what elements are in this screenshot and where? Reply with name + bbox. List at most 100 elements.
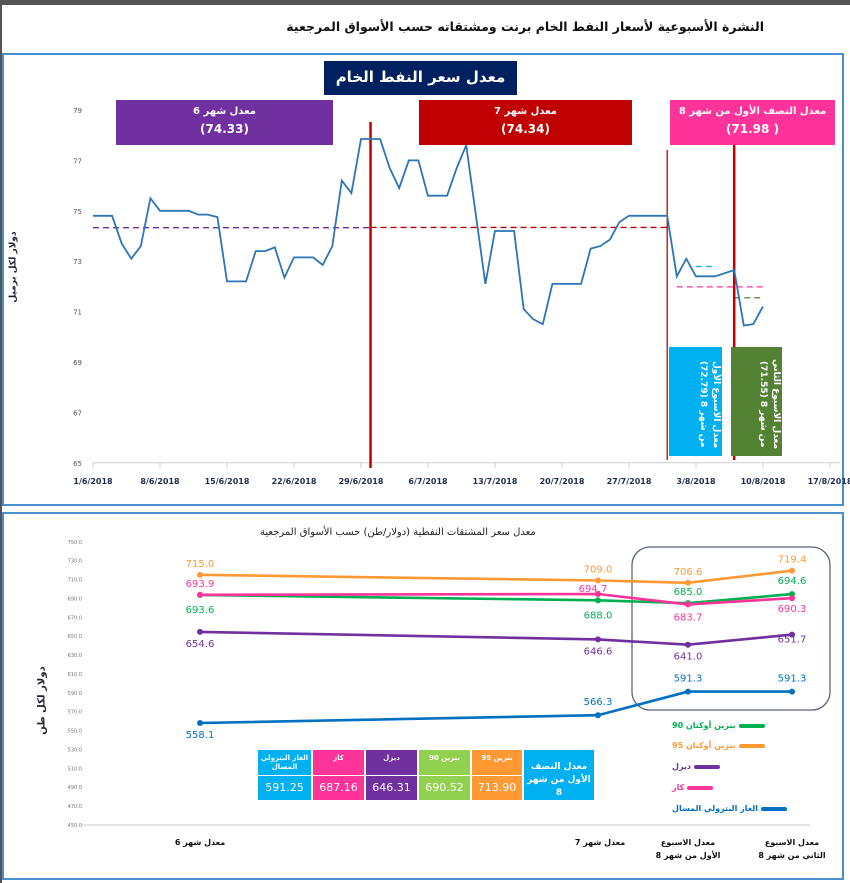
data-label-octane90: 693.6 [186,605,215,616]
data-point-kerosene [595,591,601,598]
data-label-lpg: 558.1 [186,730,215,741]
legend-label: بنزين أوكتان 90 [672,721,736,730]
y-tick-label: 510.0 [68,766,82,772]
summary-value-lpg: 591.25 [258,776,311,800]
brent-price-line [93,138,764,327]
y-tick-label: 730.0 [68,559,82,565]
y-tick-label: 530.0 [68,747,82,753]
x-tick-label: 8/6/2018 [140,477,180,486]
annotation-half8-value: ( 71.98) [725,122,780,136]
data-label-octane90: 694.6 [778,576,807,587]
legend-item-octane90: بنزين أوكتان 90 [672,721,765,730]
series-line-lpg [199,690,792,725]
legend-label: كاز [672,783,685,792]
data-point-lpg [197,719,203,726]
data-point-diesel [197,628,203,635]
y-tick-label: 610.0 [68,672,82,678]
y-tick-label: 550.0 [68,729,82,735]
annotation-half8-label: معدل النصف الأول من شهر 8 [678,106,827,117]
data-label-diesel: 654.6 [186,639,215,650]
legend-swatch [738,743,765,748]
derivatives-chart-panel [2,512,844,880]
y-tick-label: 73 [73,258,82,266]
data-label-kerosene: 693.9 [186,579,215,590]
y-tick-label: 71 [73,309,82,317]
x-tick-label: 3/8/2018 [676,477,716,486]
page-title: النشرة الأسبوعية لأسعار النفط الخام برنت… [286,19,764,34]
x-category-week2: معدل الاسبوع الثاني من شهر 8 [758,838,826,860]
y-tick-label: 570.0 [68,710,82,716]
summary-value-kerosene: 687.16 [313,776,364,800]
data-point-octane90 [595,597,601,604]
x-tick-label: 1/6/2018 [73,477,113,486]
summary-header-octane95: بنزين 95 [472,750,522,775]
data-point-diesel [595,636,601,643]
data-label-octane95: 709.0 [584,565,613,576]
y-tick-label: 69 [73,359,82,367]
legend-swatch [694,764,721,769]
data-label-octane95: 719.4 [778,555,807,566]
legend-label: ديزل [672,762,692,771]
x-tick-label: 15/6/2018 [205,477,250,486]
data-point-diesel [789,631,795,638]
legend-label: الغاز البترولي المسال [672,804,758,813]
window-left-border [0,0,2,883]
y-tick-label: 710.0 [68,578,82,584]
brent-chart-title: معدل سعر النفط الخام برنت [324,61,517,119]
x-category-month7: معدل شهر 7 [574,838,626,847]
y-tick-label: 650.0 [68,634,82,640]
data-point-lpg [595,712,601,719]
y-tick-label: 67 [73,409,82,417]
annotation-month6-value: (74.33) [200,122,249,136]
annotation-half8: معدل النصف الأول من شهر 8 ( 71.98) [670,100,835,145]
data-label-octane95: 715.0 [186,559,215,570]
data-label-diesel: 641.0 [674,652,703,663]
y-tick-label: 75 [73,208,82,216]
x-tick-label: 22/6/2018 [272,477,317,486]
data-label-diesel: 651.7 [778,635,807,646]
annotation-month7-label: معدل شهر 7 [494,106,557,117]
summary-value-diesel: 646.31 [366,776,417,800]
data-point-kerosene [197,591,203,598]
y-tick-label: 65 [73,460,82,468]
data-label-lpg: 566.3 [584,697,613,708]
summary-table: معدل النصف الأول من شهر 8 بنزين 95 713.9… [258,750,594,800]
x-tick-label: 27/7/2018 [607,477,652,486]
data-point-octane95 [197,571,203,578]
y-tick-label: 490.0 [68,785,82,791]
data-point-lpg [789,688,795,695]
series-line-octane90 [199,592,793,605]
legend-label: بنزين أوكتان 95 [672,741,736,750]
annotation-week2: معدل الاسبوع الثاني من شهر 8 (71.55) [731,347,782,456]
data-point-octane95 [789,567,795,574]
x-tick-label: 20/7/2018 [540,477,585,486]
x-tick-label: 29/6/2018 [339,477,384,486]
data-label-lpg: 591.3 [674,674,703,685]
data-label-octane90: 685.0 [674,587,703,598]
summary-value-octane90: 690.52 [419,776,470,800]
data-label-diesel: 646.6 [584,646,613,657]
x-category-month6: معدل شهر 6 [174,838,226,847]
y-tick-label: 630.0 [68,653,82,659]
data-point-kerosene [789,595,795,602]
y-tick-label: 670.0 [68,615,82,621]
data-label-kerosene: 690.3 [778,604,807,615]
data-point-diesel [685,641,691,648]
data-label-kerosene: 694.7 [579,584,608,595]
legend-swatch [738,723,765,728]
summary-table-title: معدل النصف الأول من شهر 8 [524,750,594,800]
y-tick-label: 470.0 [68,804,82,810]
x-tick-label: 6/7/2018 [408,477,448,486]
highlight-frame [631,546,831,711]
x-tick-label: 10/8/2018 [741,477,786,486]
x-tick-label: 17/8/2018 [808,477,850,486]
x-category-week1: معدل الاسبوع الأول من شهر 8 [655,838,721,860]
legend-item-octane95: بنزين أوكتان 95 [672,741,765,750]
y-tick-label: 450.0 [68,823,82,829]
series-line-kerosene [199,592,793,606]
window-top-bar [0,0,850,5]
data-point-kerosene [685,601,691,608]
annotation-month7-value: (74.34) [501,122,550,136]
summary-header-lpg: الغاز البترولي المسال [258,750,311,775]
derivatives-price-chart: 450.0 470.0 490.0 510.0 530.0 550.0 570.0 590.0… [68,540,831,829]
